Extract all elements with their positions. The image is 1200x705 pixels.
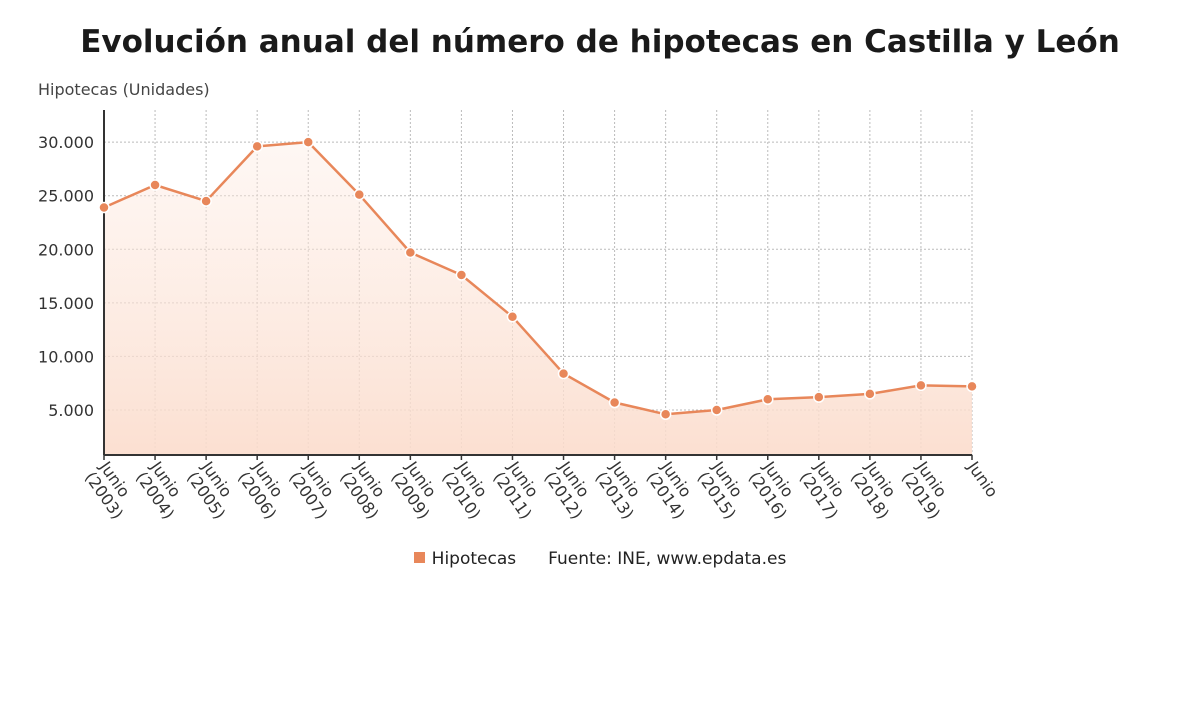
data-point (455, 269, 468, 281)
area-fill (104, 142, 972, 455)
x-tick-label: Junio(2018) (847, 457, 900, 523)
data-point (762, 393, 774, 406)
y-tick-label: 5.000 (48, 401, 94, 420)
y-tick-label: 25.000 (38, 187, 94, 206)
x-tick-label: Junio(2017) (796, 457, 849, 523)
data-point (557, 367, 570, 380)
data-point (404, 246, 417, 259)
data-point (710, 404, 723, 416)
x-tick-label: Junio(2013) (592, 457, 645, 523)
y-tick-labels: 5.000 10.000 15.000 20.000 25.000 30.000 (38, 133, 94, 420)
x-tick-label: Junio(2014) (643, 457, 696, 523)
legend-swatch (413, 552, 425, 563)
y-tick-label: 15.000 (38, 294, 94, 313)
axes (103, 110, 973, 460)
x-tick-label: Junio(2011) (490, 457, 543, 523)
x-tick-label: Junio(2009) (387, 457, 440, 523)
x-tick-label: Junio (963, 457, 1002, 501)
x-tick-label: Junio(2003) (81, 457, 134, 523)
x-tick-label: Junio(2010) (438, 457, 491, 523)
x-tick-label: Junio(2016) (745, 457, 798, 523)
data-point (506, 311, 519, 323)
y-tick-label: 10.000 (38, 347, 94, 366)
x-tick-label: Junio(2007) (285, 457, 338, 523)
x-tick-label: Junio(2005) (183, 457, 236, 523)
x-tick-label: Junio(2015) (694, 457, 747, 523)
y-tick-label: 20.000 (38, 240, 94, 259)
series-line (103, 140, 973, 416)
data-point (813, 391, 825, 403)
data-point (864, 388, 876, 400)
area-path (104, 142, 972, 455)
y-tick-label: 30.000 (38, 133, 94, 152)
x-tick-label: Junio(2012) (541, 457, 594, 523)
data-point (659, 408, 672, 421)
x-tick-label: Junio(2006) (234, 457, 287, 523)
data-point (251, 140, 263, 153)
series-line-path (103, 140, 973, 416)
y-axis-label: Hipotecas (Unidades) (38, 80, 210, 99)
data-point (149, 179, 161, 191)
legend-label: Hipotecas (431, 549, 517, 569)
x-tick-label: Junio(2019) (898, 457, 951, 523)
data-point (915, 379, 927, 392)
data-point (200, 195, 212, 207)
data-point (966, 380, 978, 393)
chart-title: Evolución anual del número de hipotecas … (80, 24, 1120, 60)
legend: Hipotecas Fuente: INE, www.epdata.es (0, 549, 1200, 569)
source-note: Fuente: INE, www.epdata.es (548, 549, 787, 569)
x-tick-label-line1: Junio (963, 457, 1002, 501)
data-point (98, 201, 110, 214)
data-point (608, 396, 621, 409)
x-tick-labels: Junio(2003) Junio(2004) Junio(2005) Junio(2… (81, 457, 1002, 523)
x-tick-label: Junio(2004) (132, 457, 185, 523)
x-tick-label: Junio(2008) (336, 457, 389, 523)
data-point (353, 188, 366, 201)
data-point (302, 136, 314, 148)
data-points (98, 136, 978, 421)
